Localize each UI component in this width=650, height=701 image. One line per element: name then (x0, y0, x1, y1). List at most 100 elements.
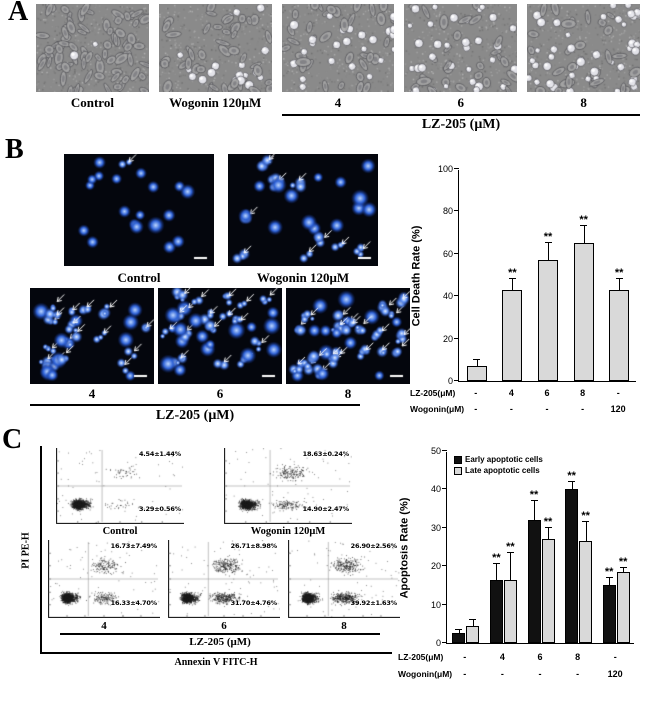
x-row-value: - (576, 669, 580, 679)
panel-b-letter: B (5, 134, 24, 165)
fluorescence-canvas (286, 288, 410, 384)
phase-contrast-image-8 (527, 4, 640, 92)
bar-late-apoptotic-cells-control (466, 625, 480, 643)
significance-marker: ** (506, 540, 515, 553)
x-row-label-wogonin-m: Wogonin(μM) (398, 669, 453, 679)
x-row-value: - (545, 404, 549, 414)
chart-plot-area: 0 10 20 30 40 50 ** ** ** ** ** ** ** ** (431, 446, 634, 648)
x-row-value: - (500, 669, 504, 679)
flow-group-label: LZ-205 (μM) (189, 636, 251, 648)
y-axis-label: Cell Death Rate (%) (410, 225, 423, 327)
panel-b-column-label-4: 4 (88, 386, 96, 401)
bar-value-wogonin-120 (609, 289, 630, 381)
bar-early-apoptotic-cells-control (452, 633, 466, 643)
y-tick-label: 50 (430, 446, 441, 456)
quadrant-late-apoptotic-value: 4.54±1.44% (138, 450, 181, 458)
y-tick-label: 60 (442, 248, 453, 259)
y-tick-mark (454, 252, 459, 254)
x-row-label-lz-205-m: LZ-205(μM) (410, 388, 456, 398)
flow-outer-y-axis-line (40, 446, 42, 654)
error-bar-cap (615, 278, 623, 280)
cell-death-rate-chart: 0 20 40 60 80 100 ** ** ** ** Cell Death Rate (%) L… (408, 152, 648, 438)
error-bar-line (548, 527, 549, 540)
panel-a-column-label-8: 8 (580, 95, 587, 110)
error-bar-line (571, 481, 573, 490)
panel-c-letter: C (2, 424, 23, 455)
error-bar-line (496, 564, 498, 580)
y-tick-label: 0 (447, 376, 453, 386)
significance-marker: ** (567, 469, 576, 482)
phase-contrast-image-wogonin-120-m (158, 4, 272, 92)
error-bar-line (534, 500, 535, 521)
fluorescence-canvas (30, 288, 154, 384)
flow-scatter-canvas (224, 448, 352, 524)
phase-contrast-canvas (36, 4, 149, 92)
x-row-value: - (538, 669, 542, 679)
quadrant-late-apoptotic-value: 26.71±8.98% (230, 542, 278, 550)
panel-a-image-row (36, 4, 640, 92)
fluorescence-canvas (64, 154, 214, 266)
significance-marker: ** (604, 565, 614, 578)
fluorescence-image-4 (30, 288, 154, 384)
quadrant-early-apoptotic-value: 31.70±4.76% (230, 599, 278, 607)
error-bar-cap (508, 278, 516, 280)
panel-a-column-label-wogonin-120-m: Wogonin 120μM (169, 95, 262, 110)
error-bar-cap (568, 480, 576, 482)
panel-a-letter: A (8, 0, 29, 27)
y-tick-label: 10 (430, 599, 441, 610)
phase-contrast-image-control (36, 4, 149, 92)
x-row-value: - (474, 404, 478, 414)
x-row-value: - (509, 404, 513, 414)
flow-plot-8: 26.90±2.56% 39.92±1.63% (288, 540, 400, 618)
y-tick-mark (442, 565, 447, 567)
error-bar-cap (605, 576, 613, 578)
flow-group-line (60, 633, 380, 635)
x-row-value: - (474, 388, 478, 398)
error-bar-line (548, 243, 549, 261)
y-tick-label: 40 (442, 291, 453, 302)
bar-early-apoptotic-cells-6 (527, 520, 541, 643)
fluorescence-canvas (228, 154, 378, 266)
error-bar-cap (469, 618, 477, 620)
error-bar-cap (580, 225, 588, 227)
quadrant-early-apoptotic-value: 16.33±4.70% (110, 599, 158, 607)
panel-a-column-label-4: 4 (334, 95, 342, 110)
error-bar-line (510, 552, 512, 580)
fluorescence-image-control (64, 154, 214, 266)
bar-value-control (466, 366, 487, 381)
bar-late-apoptotic-cells-wogonin-120 (616, 571, 630, 643)
x-row-label-lz-205-m: LZ-205(μM) (398, 652, 444, 662)
error-bar-line (476, 359, 478, 367)
flow-plot-control: 4.54±1.44% 3.29±0.56% (56, 448, 184, 524)
flow-plot-label-8: 8 (341, 620, 347, 632)
flow-plot-label-6: 6 (221, 620, 227, 632)
error-bar-cap (506, 551, 514, 553)
flow-scatter-canvas (56, 448, 184, 524)
quadrant-late-apoptotic-value: 18.63±0.24% (302, 450, 350, 458)
legend-label: Early apoptotic cells (465, 455, 543, 464)
panel-b-column-label-8: 8 (344, 386, 352, 401)
flow-y-axis-label-wrap: PI PE-H (18, 446, 34, 654)
x-row-label-wogonin-m: Wogonin(μM) (410, 404, 465, 414)
error-bar-line (458, 629, 460, 634)
error-bar-cap (530, 499, 538, 501)
bar-value-8 (573, 243, 594, 381)
error-bar-line (585, 522, 587, 542)
quadrant-early-apoptotic-value: 14.90±2.47% (302, 505, 350, 513)
panel-b-column-label-wogonin-120-m: Wogonin 120μM (256, 270, 350, 285)
flow-plot-4: 16.73±7.49% 16.33±4.70% (48, 540, 160, 618)
x-row-value: 4 (508, 388, 514, 398)
legend-item-late-apoptotic-cells: Late apoptotic cells (454, 466, 543, 475)
error-bar-cap (619, 567, 627, 569)
y-tick-label: 20 (430, 561, 441, 572)
legend: Early apoptotic cells Late apoptotic cell… (454, 455, 543, 477)
x-row-value: 8 (575, 652, 581, 662)
bar-early-apoptotic-cells-4 (489, 579, 503, 643)
flow-x-axis-label: Annexin V FITC-H (174, 657, 258, 668)
panel-b-column-label-control: Control (117, 270, 161, 285)
bar-late-apoptotic-cells-4 (503, 579, 517, 643)
fluorescence-canvas (158, 288, 282, 384)
quadrant-late-apoptotic-value: 16.73±7.49% (110, 542, 158, 550)
error-bar-line (583, 226, 585, 244)
